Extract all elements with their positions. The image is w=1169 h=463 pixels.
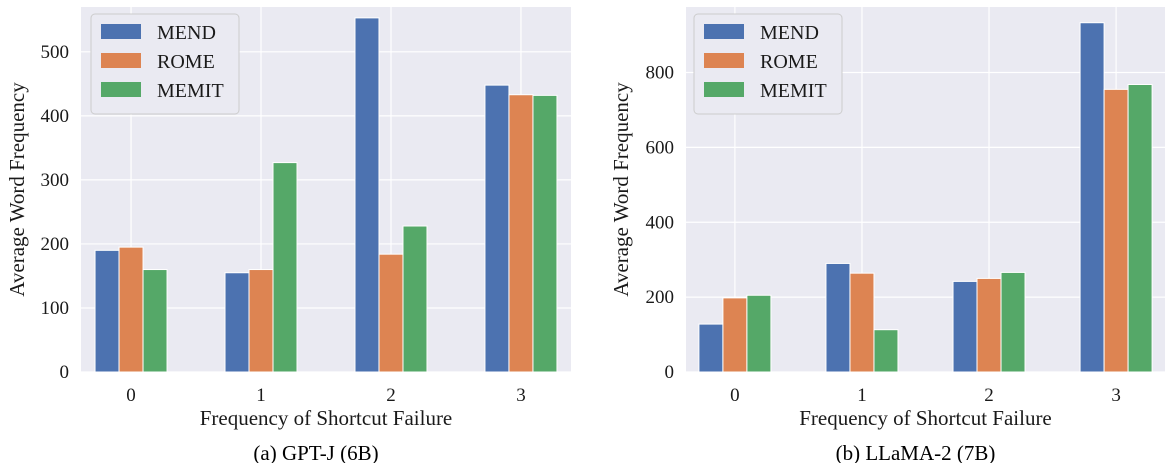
x-tick-label: 2 — [984, 385, 994, 406]
bar — [1079, 22, 1105, 373]
legend-label: MEMIT — [760, 80, 827, 102]
legend-swatch — [704, 82, 744, 97]
bar — [272, 162, 298, 373]
legend-swatch — [704, 53, 744, 68]
chart-0: 0 100 200 300 400 500 0 1 2 3 Frequency of Shortcu… — [5, 7, 571, 463]
bar — [698, 323, 724, 373]
bar — [1000, 271, 1026, 373]
bar — [224, 272, 250, 373]
y-tick-label: 0 — [60, 362, 70, 383]
legend-swatch — [704, 24, 744, 39]
x-axis-label: Frequency of Shortcut Failure — [200, 406, 453, 430]
legend: MEND ROME MEMIT — [693, 13, 843, 115]
y-axis-label: Average Word Frequency — [609, 82, 633, 297]
bar — [849, 272, 875, 373]
y-tick-label: 300 — [41, 170, 70, 191]
x-tick-label: 0 — [730, 385, 740, 406]
legend-label: ROME — [157, 51, 215, 73]
x-tick-label: 3 — [516, 385, 526, 406]
bar — [825, 262, 851, 373]
bar — [746, 294, 772, 373]
bar — [508, 94, 534, 373]
bar — [952, 280, 978, 373]
y-tick-label: 400 — [646, 212, 675, 233]
x-tick-label: 1 — [256, 385, 266, 406]
y-tick-label: 800 — [646, 63, 675, 84]
y-tick-label: 600 — [646, 137, 675, 158]
legend-label: MEND — [157, 22, 216, 44]
bar — [976, 277, 1002, 373]
bar — [378, 253, 404, 373]
x-tick-label: 3 — [1111, 385, 1121, 406]
x-tick-label: 0 — [126, 385, 136, 406]
bar — [873, 329, 899, 373]
legend-swatch — [101, 53, 141, 68]
bar — [722, 297, 748, 373]
bar — [354, 17, 380, 373]
figure-caption: (b) LLaMA-2 (7B) — [836, 441, 996, 463]
y-tick-label: 200 — [646, 287, 675, 308]
legend: MEND ROME MEMIT — [90, 13, 240, 115]
x-tick-label: 1 — [857, 385, 867, 406]
x-axis-label: Frequency of Shortcut Failure — [799, 406, 1052, 430]
bar — [1127, 83, 1153, 373]
bar — [142, 269, 168, 373]
legend-label: MEND — [760, 22, 819, 44]
bar — [402, 225, 428, 373]
bar — [94, 249, 120, 373]
y-tick-label: 200 — [41, 234, 70, 255]
legend-swatch — [101, 82, 141, 97]
y-tick-label: 400 — [41, 106, 70, 127]
bar — [484, 84, 510, 373]
figure-caption: (a) GPT-J (6B) — [253, 441, 378, 463]
bar — [1103, 88, 1129, 373]
legend-label: ROME — [760, 51, 818, 73]
legend-swatch — [101, 24, 141, 39]
y-tick-label: 500 — [41, 42, 70, 63]
bar — [532, 94, 558, 373]
bar — [118, 246, 144, 373]
bar — [248, 269, 274, 373]
y-tick-label: 0 — [665, 362, 675, 383]
y-axis-label: Average Word Frequency — [5, 82, 29, 297]
chart-1: 0 200 400 600 800 0 1 2 3 Frequency of Shortcut F… — [609, 7, 1165, 463]
y-tick-label: 100 — [41, 298, 70, 319]
x-tick-label: 2 — [386, 385, 396, 406]
legend-label: MEMIT — [157, 80, 224, 102]
